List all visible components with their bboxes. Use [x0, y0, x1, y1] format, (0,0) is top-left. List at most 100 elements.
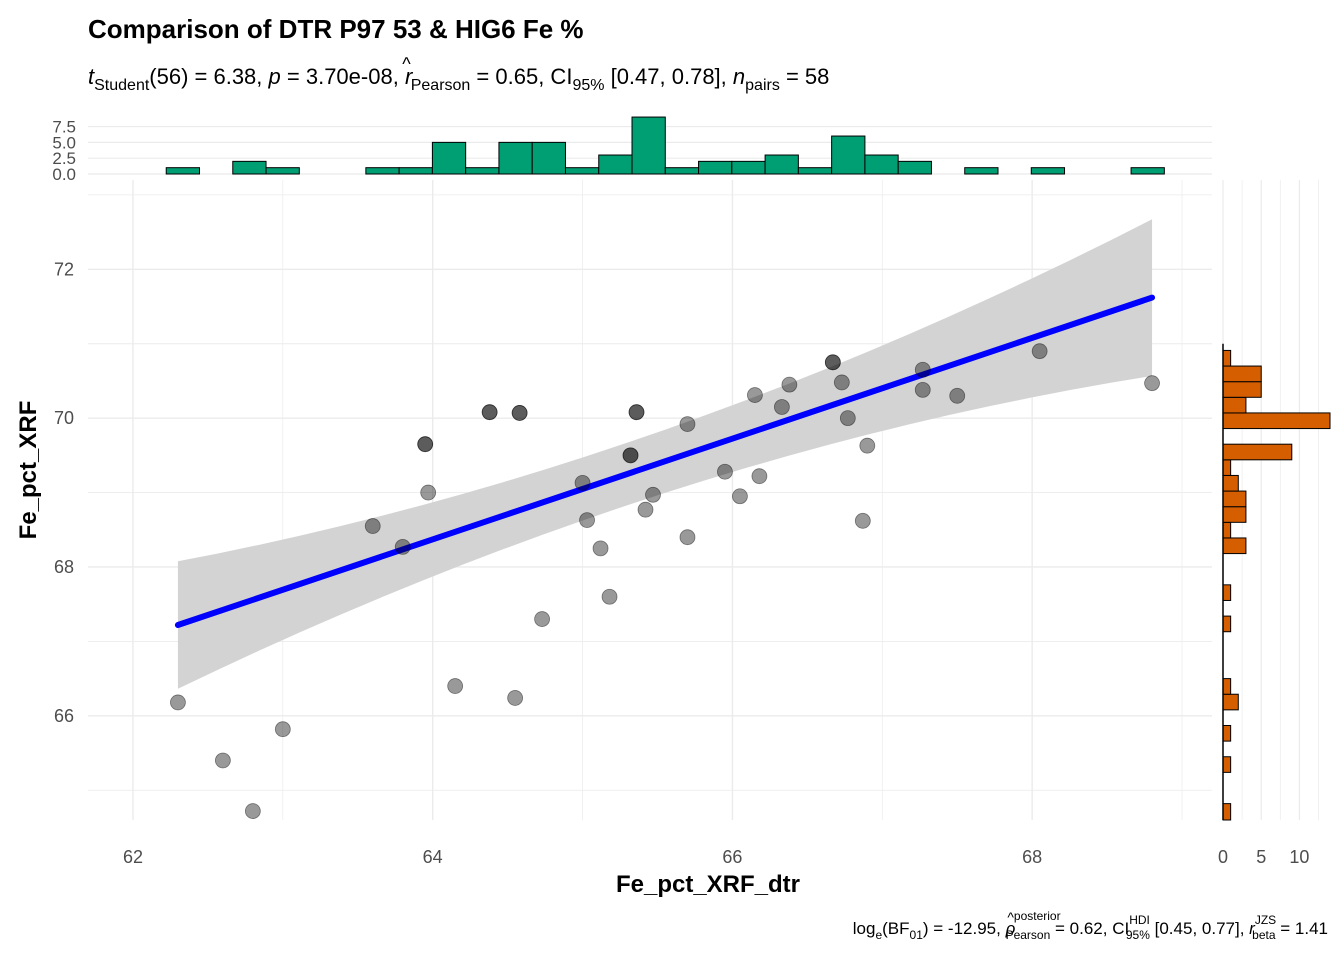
- x-histogram-bar: [598, 154, 633, 175]
- confidence-band: [177, 219, 1153, 689]
- x-histogram-bar: [165, 167, 201, 175]
- subtitle-r-hat: ^: [402, 54, 411, 74]
- y-axis-tick-labels: 66 68 70 72: [54, 259, 74, 726]
- chart-caption: loge(BF01) = -12.95, ρ^posterior Pearson …: [853, 909, 1328, 942]
- scatter-point: [244, 803, 261, 819]
- y-histogram-tick-labels: 0 5 10: [1218, 847, 1309, 867]
- scatter-point: [717, 463, 733, 480]
- x-histogram-bar: [731, 160, 766, 175]
- x-histogram-bar: [365, 167, 400, 175]
- scatter-point: [592, 540, 609, 557]
- x-histogram-bar: [531, 141, 566, 175]
- x-histogram-bar: [564, 167, 600, 175]
- x-histogram-bar: [864, 154, 899, 175]
- x-histogram-bar: [897, 160, 932, 175]
- y-histogram-bar: [1222, 584, 1232, 601]
- scatter-point: [914, 361, 931, 378]
- y-histogram-bar: [1222, 474, 1239, 492]
- scatter-point: [511, 405, 528, 421]
- x-histogram-bar: [398, 167, 433, 175]
- subtitle-t-df: (56): [149, 64, 188, 89]
- x-histogram-bars: [165, 116, 1165, 175]
- scatter-panel: 62 64 66 68 66 68 70 72: [54, 180, 1212, 867]
- scatter-point: [747, 387, 763, 403]
- caption-rb-value: = 1.41: [1276, 919, 1328, 938]
- scatter-point: [579, 512, 595, 528]
- scatter-point: [839, 410, 856, 427]
- scatter-point: [481, 404, 498, 421]
- y-histogram-bar: [1222, 349, 1232, 367]
- y-tick-label: 66: [54, 706, 74, 726]
- x-histogram-bar: [498, 141, 533, 175]
- scatter-point: [601, 588, 618, 605]
- x-histogram-bar: [431, 141, 467, 175]
- scatter-point: [1144, 375, 1160, 392]
- scatter-point: [824, 354, 841, 371]
- x-histogram-bar: [1030, 167, 1066, 175]
- y-histogram-bars: [1222, 349, 1331, 821]
- y-tick-label: 68: [54, 557, 74, 577]
- y-histogram-bar: [1222, 615, 1232, 633]
- scatter-point: [679, 416, 696, 432]
- scatter-point: [1031, 343, 1048, 360]
- x-tick-label: 66: [722, 847, 742, 867]
- x-histogram-bar: [797, 167, 833, 175]
- y-histogram-bar: [1222, 459, 1232, 476]
- caption-log-sub: e: [875, 928, 882, 942]
- scatter-point: [628, 404, 645, 421]
- scatter-point: [732, 488, 748, 505]
- subtitle-r-label: r: [405, 64, 414, 89]
- subtitle-t-value: = 6.38,: [188, 64, 268, 89]
- caption-rho-label: ρ: [1005, 919, 1016, 938]
- x-histogram-bar: [698, 160, 733, 175]
- scatter-point: [364, 518, 381, 534]
- scatter-point: [833, 374, 850, 391]
- y-histogram-bar: [1222, 506, 1247, 523]
- scatter-point: [274, 721, 291, 738]
- y-histogram-bar: [1222, 521, 1232, 539]
- x-tick-label: 62: [123, 847, 143, 867]
- x-histogram-bar: [1130, 167, 1165, 175]
- x-histogram-bar: [631, 116, 666, 175]
- subtitle-p-value: = 3.70e-08,: [281, 64, 405, 89]
- scatter-point: [859, 437, 876, 454]
- subtitle-r-sub: Pearson: [411, 77, 471, 94]
- caption-rb-sub: beta: [1252, 928, 1276, 942]
- y-histogram-bar: [1222, 381, 1262, 398]
- y-histogram-bar: [1222, 678, 1232, 695]
- y-histogram-bar: [1222, 756, 1232, 773]
- x-axis-title: Fe_pct_XRF_dtr: [616, 871, 800, 898]
- caption-ci-value: [0.45, 0.77],: [1150, 919, 1249, 938]
- caption-log-label: log: [853, 919, 876, 938]
- x-marginal-histogram: 0.02.55.07.5: [52, 116, 1212, 184]
- scatter-point: [949, 387, 966, 404]
- y-marginal-histogram: 0 5 10: [1218, 180, 1331, 867]
- x-axis-tick-labels: 62 64 66 68: [123, 847, 1042, 867]
- y-histogram-bar: [1222, 693, 1239, 711]
- caption-rho-value: = 0.62, CI: [1050, 919, 1129, 938]
- scatter-point: [574, 474, 591, 491]
- caption-rho-hat: ^: [1007, 909, 1014, 925]
- scatter-point: [507, 690, 524, 706]
- y-histogram-tick-label: 10: [1289, 847, 1309, 867]
- caption-bf-sub: 01: [910, 928, 924, 942]
- y-tick-label: 70: [54, 408, 74, 428]
- y-histogram-bar: [1222, 412, 1331, 430]
- x-histogram-bar: [831, 135, 866, 175]
- scatter-point: [417, 436, 434, 453]
- x-histogram-bar: [232, 160, 267, 175]
- x-histogram-bar: [764, 154, 799, 175]
- caption-ci-sub: 95%: [1126, 928, 1150, 942]
- scatter-point: [420, 484, 437, 501]
- scatter-point: [751, 468, 768, 485]
- y-histogram-tick-label: 0: [1218, 847, 1228, 867]
- x-tick-label: 64: [423, 847, 443, 867]
- scatter-point: [214, 752, 231, 769]
- scatter-point: [679, 529, 696, 546]
- scatter-point: [781, 376, 798, 393]
- caption-ci-sup: HDI: [1129, 913, 1150, 927]
- subtitle-n-sub: pairs: [745, 77, 780, 94]
- scatter-point: [417, 436, 434, 453]
- y-tick-label: 72: [54, 259, 74, 279]
- scatter-point: [645, 486, 661, 503]
